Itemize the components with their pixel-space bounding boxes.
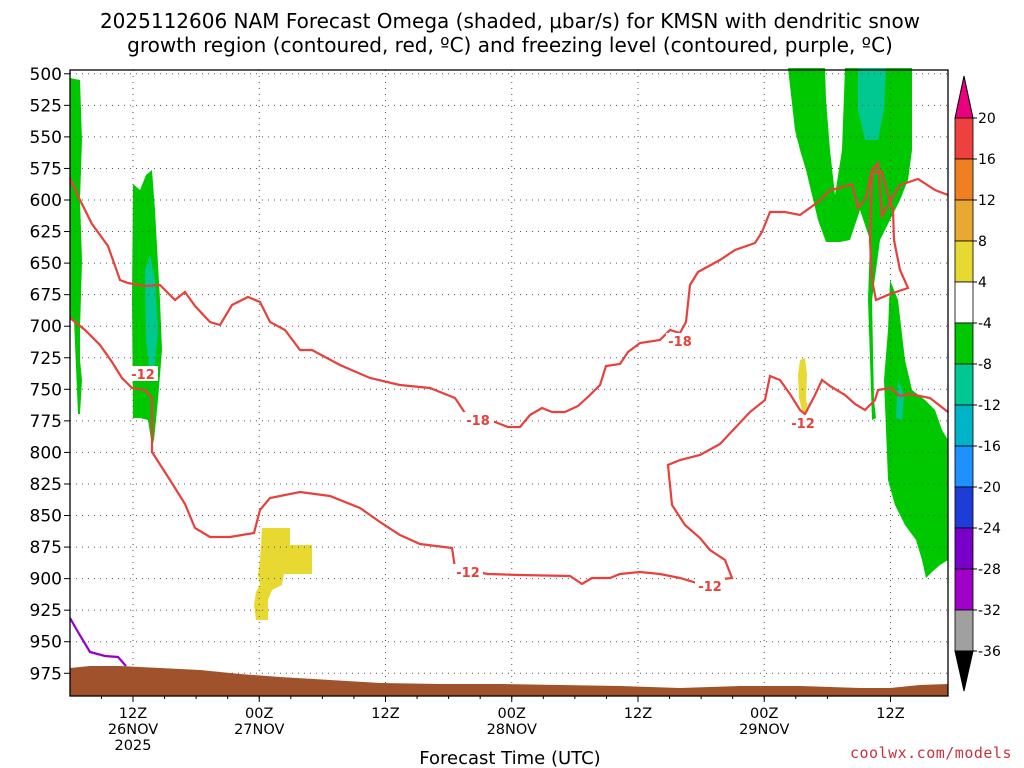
y-tick-label: 575 — [30, 159, 62, 179]
y-tick-label: 975 — [30, 664, 62, 684]
credit-text: coolwx.com/models — [850, 744, 1012, 762]
x-tick-label: 27NOV — [234, 722, 284, 738]
y-tick-label: 600 — [30, 191, 62, 211]
x-tick-label: 12Z — [876, 706, 904, 722]
terrain-ground — [70, 666, 948, 696]
colorbar-label: -24 — [978, 521, 1001, 537]
dgz-contour-labels: -12 -18 -18 -12 -12 -12 — [128, 333, 818, 595]
colorbar-label: -16 — [978, 439, 1001, 455]
colorbar-swatch — [954, 486, 974, 529]
chart-title-line1: 2025112606 NAM Forecast Omega (shaded, μ… — [100, 9, 920, 33]
colorbar-top-arrow — [954, 75, 974, 119]
y-tick-label: 675 — [30, 286, 62, 306]
colorbar-swatch — [954, 117, 974, 160]
x-tick-label: 00Z — [498, 706, 526, 722]
dgz-contour-upper-right — [679, 160, 949, 334]
y-tick-label: 525 — [30, 96, 62, 116]
dgz-label-minus18-left: -18 — [466, 414, 490, 429]
dgz-contour-lower — [69, 317, 949, 586]
x-tick-label: 26NOV — [108, 722, 158, 738]
x-tick-label: 12Z — [624, 706, 652, 722]
colorbar-swatch — [954, 445, 974, 488]
colorbar-label: 16 — [978, 152, 996, 168]
dgz-label-minus12-29nov: -12 — [791, 417, 815, 432]
x-tick-label: 00Z — [750, 706, 778, 722]
x-tick-label: 00Z — [245, 706, 273, 722]
colorbar-label: -28 — [978, 562, 1001, 578]
y-tick-label: 875 — [30, 538, 62, 558]
y-tick-label: 500 — [30, 65, 62, 85]
colorbar-swatch — [954, 363, 974, 406]
colorbar-label: -8 — [978, 357, 992, 373]
freezing-level-contour — [69, 617, 127, 667]
y-tick-label: 850 — [30, 507, 62, 527]
colorbar-swatch — [954, 322, 974, 365]
x-tick-label: 28NOV — [487, 722, 537, 738]
colorbar-label: -20 — [978, 480, 1001, 496]
y-tick-label: 800 — [30, 443, 62, 463]
x-tick-label: 2025 — [115, 738, 152, 754]
colorbar-label: -4 — [978, 316, 992, 332]
colorbar-swatch — [954, 158, 974, 201]
dgz-label-12z26nov: -12 — [131, 368, 155, 383]
y-tick-label: 750 — [30, 380, 62, 400]
dgz-label-minus12-lower-left: -12 — [456, 566, 480, 581]
colorbar-swatch — [954, 527, 974, 570]
y-tick-label: 700 — [30, 317, 62, 337]
plot-border — [69, 69, 949, 697]
colorbar-bottom-arrow — [954, 650, 974, 692]
colorbar-swatch — [954, 404, 974, 447]
x-tick-label: 12Z — [371, 706, 399, 722]
omega-shade-yellow-29nov — [798, 358, 808, 414]
colorbar-label: -36 — [978, 644, 1001, 660]
plot-area: -12 -18 -18 -12 -12 -12 — [68, 68, 949, 697]
y-tick-label: 900 — [30, 570, 62, 590]
colorbar-label: -12 — [978, 398, 1001, 414]
omega-shade-right-top-core — [858, 68, 886, 140]
dgz-contour-right-loop — [868, 170, 910, 302]
y-tick-label: 825 — [30, 475, 62, 495]
grid-lines — [70, 70, 948, 696]
omega-shade-right-lower-core — [896, 380, 904, 420]
y-tick-label: 625 — [30, 223, 62, 243]
omega-shade-yellow-27nov — [254, 528, 312, 620]
y-tick-label: 950 — [30, 633, 62, 653]
y-axis: 500 525 550 575 600 625 650 675 700 725 750 775 800 8… — [30, 65, 70, 684]
colorbar-label: 12 — [978, 193, 996, 209]
dgz-contours — [68, 160, 949, 586]
y-tick-label: 775 — [30, 412, 62, 432]
x-axis-label: Forecast Time (UTC) — [419, 748, 600, 768]
colorbar-label: 4 — [978, 275, 987, 291]
colorbar-label: 20 — [978, 111, 996, 127]
y-tick-label: 725 — [30, 349, 62, 369]
dgz-label-minus18-right: -18 — [668, 335, 692, 350]
colorbar-swatch — [954, 240, 974, 283]
x-tick-label: 29NOV — [739, 722, 789, 738]
omega-shade-left-strip — [70, 78, 82, 414]
x-tick-label: 12Z — [119, 706, 147, 722]
omega-shade-right-top — [788, 68, 912, 420]
colorbar-swatch — [954, 609, 974, 652]
colorbar-swatch — [954, 281, 974, 324]
y-tick-label: 925 — [30, 601, 62, 621]
colorbar: 20 16 12 8 4 -4 -8 -12 -16 -20 -24 -28 -32 -36 — [954, 75, 1001, 692]
dgz-contour-upper — [68, 177, 681, 429]
y-tick-label: 650 — [30, 254, 62, 274]
omega-shade-right-lower — [884, 280, 948, 578]
dgz-label-minus12-lower-right: -12 — [698, 580, 722, 595]
y-tick-label: 550 — [30, 128, 62, 148]
colorbar-label: 8 — [978, 234, 987, 250]
colorbar-label: -32 — [978, 603, 1001, 619]
chart-title-line2: growth region (contoured, red, ºC) and f… — [127, 33, 893, 57]
colorbar-swatch — [954, 568, 974, 611]
colorbar-swatch — [954, 199, 974, 242]
